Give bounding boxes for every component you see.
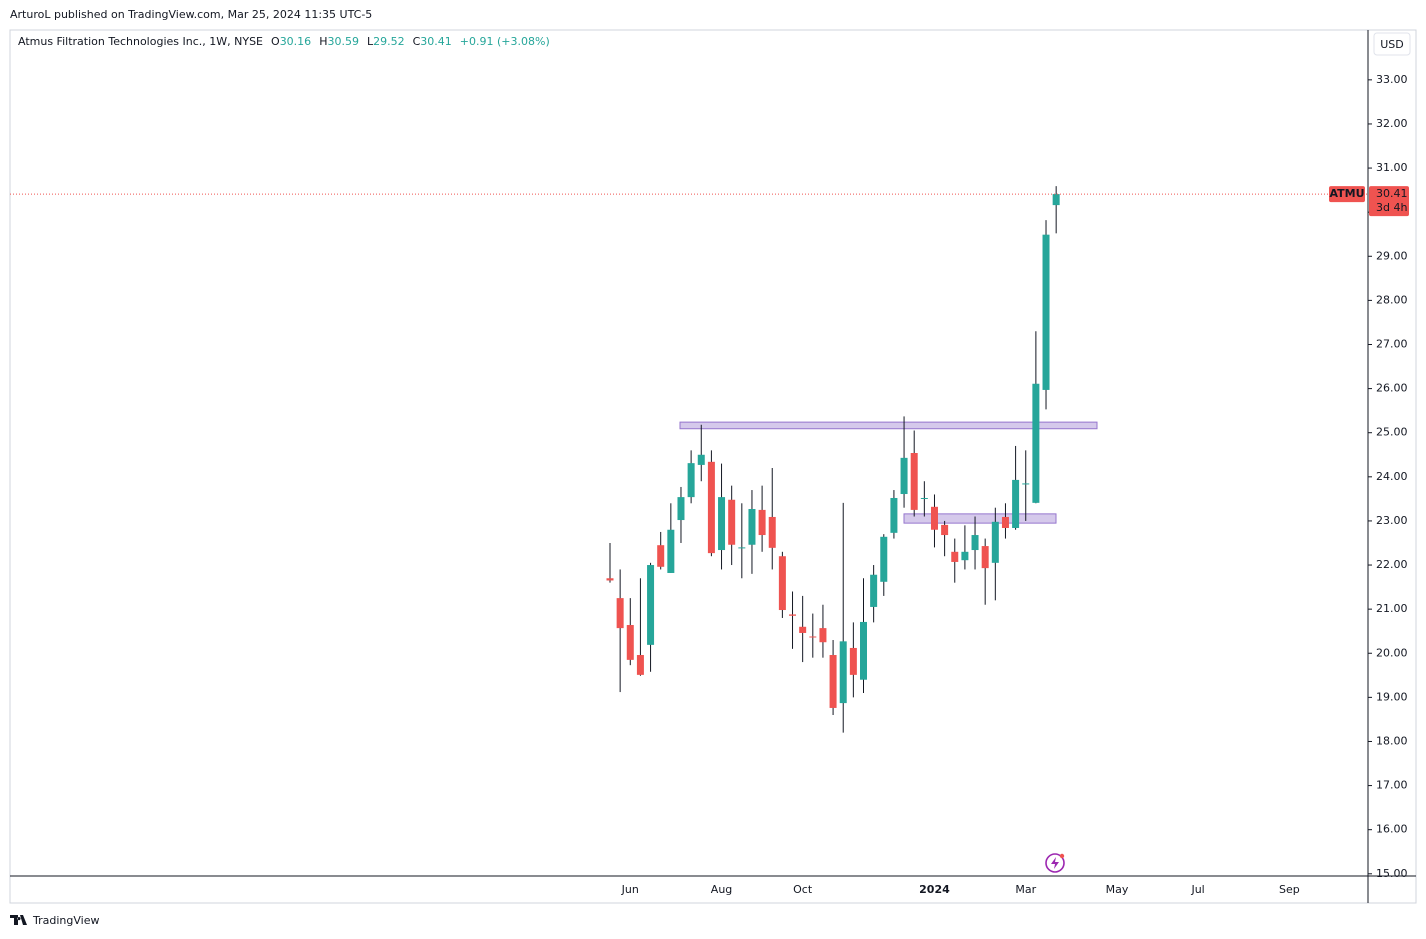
- candle-body: [768, 516, 776, 548]
- candle-body: [900, 457, 908, 495]
- candle-body: [657, 545, 665, 567]
- byline: ArturoL published on TradingView.com, Ma…: [10, 8, 372, 21]
- y-tick-label: 31.00: [1376, 161, 1408, 174]
- y-tick-label: 19.00: [1376, 690, 1408, 703]
- y-tick-label: 29.00: [1376, 249, 1408, 262]
- y-tick-label: 27.00: [1376, 337, 1408, 350]
- x-tick-label: Oct: [793, 883, 813, 896]
- candle-body: [839, 641, 847, 704]
- change: +0.91 (+3.08%): [460, 35, 550, 48]
- x-tick-label: Jun: [621, 883, 639, 896]
- candle-body: [697, 454, 705, 465]
- candle-body: [1042, 234, 1050, 390]
- price-label: 30.41: [1376, 187, 1408, 200]
- ohlc-label: O: [271, 35, 280, 48]
- ohlc-label: H: [319, 35, 327, 48]
- y-tick-label: 26.00: [1376, 382, 1408, 395]
- x-tick-label: May: [1106, 883, 1129, 896]
- y-tick-label: 17.00: [1376, 779, 1408, 792]
- y-tick-label: 25.00: [1376, 426, 1408, 439]
- countdown-label: 3d 4h: [1376, 201, 1407, 214]
- symbol: Atmus Filtration Technologies Inc., 1W, …: [18, 35, 263, 48]
- candle-body: [961, 551, 969, 561]
- candle-body: [707, 461, 715, 554]
- ohlc-value: 30.16: [280, 35, 312, 48]
- y-tick-label: 15.00: [1376, 867, 1408, 880]
- candle-body: [728, 499, 736, 545]
- candle-body: [799, 626, 807, 633]
- ohlc-value: 30.41: [420, 35, 452, 48]
- y-tick-label: 24.00: [1376, 470, 1408, 483]
- candle-body: [860, 621, 867, 680]
- x-tick-label: Sep: [1279, 883, 1300, 896]
- candle-body: [809, 636, 817, 638]
- zone: [903, 513, 1057, 524]
- legend: Atmus Filtration Technologies Inc., 1W, …: [18, 35, 550, 48]
- ticker-badge: [1329, 186, 1365, 203]
- ticker-label: ATMU: [1329, 187, 1364, 200]
- candle-body: [718, 497, 726, 551]
- x-tick-label: Jul: [1190, 883, 1204, 896]
- x-tick-label: 2024: [919, 883, 950, 896]
- price-badge: [1369, 186, 1409, 217]
- candle-body: [849, 647, 857, 675]
- ohlc-label: C: [413, 35, 421, 48]
- candle-body: [991, 521, 999, 563]
- alert-icon: [1045, 853, 1065, 873]
- candle-body: [626, 625, 634, 660]
- y-tick-label: 18.00: [1376, 734, 1408, 747]
- y-tick-label: 16.00: [1376, 823, 1408, 836]
- candle-body: [951, 551, 959, 562]
- candle-body: [758, 509, 766, 536]
- candle-body: [1012, 479, 1020, 528]
- candle-body: [941, 524, 949, 536]
- y-tick-label: 21.00: [1376, 602, 1408, 615]
- candle-body: [687, 463, 695, 498]
- candle-body: [819, 628, 827, 643]
- candle-body: [738, 547, 746, 549]
- candle-body: [606, 578, 614, 581]
- candle-body: [930, 506, 938, 530]
- currency: USD: [1380, 38, 1404, 51]
- y-tick-label: 28.00: [1376, 293, 1408, 306]
- candle-body: [748, 509, 756, 545]
- candle-body: [981, 546, 989, 569]
- candle-body: [920, 497, 928, 499]
- y-tick-label: 33.00: [1376, 73, 1408, 86]
- y-tick-label: 23.00: [1376, 514, 1408, 527]
- candle-body: [636, 655, 644, 675]
- candle-body: [778, 556, 786, 611]
- candle-body: [677, 497, 685, 521]
- candle-body: [971, 535, 979, 551]
- y-tick-label: 22.00: [1376, 558, 1408, 571]
- frame: [9, 29, 1417, 904]
- candle-body: [890, 497, 898, 533]
- y-tick-label: 32.00: [1376, 117, 1408, 130]
- candle-body: [667, 529, 675, 573]
- candle-body: [829, 655, 837, 708]
- zone: [679, 421, 1098, 430]
- candle-body: [870, 574, 878, 607]
- candle-body: [789, 614, 797, 616]
- footer-brand: TradingView: [32, 914, 99, 927]
- ohlc-value: 30.59: [327, 35, 359, 48]
- candle-body: [1001, 516, 1009, 528]
- x-tick-label: Mar: [1015, 883, 1036, 896]
- x-tick-label: Aug: [711, 883, 732, 896]
- y-tick-label: 20.00: [1376, 646, 1408, 659]
- candle-body: [1032, 383, 1040, 503]
- candle-body: [616, 598, 624, 629]
- ohlc-value: 29.52: [373, 35, 405, 48]
- footer-logo: [10, 915, 27, 925]
- candle-body: [1022, 483, 1030, 485]
- candle-body: [880, 536, 888, 582]
- currency-button[interactable]: [1373, 32, 1411, 56]
- candle-body: [910, 453, 918, 510]
- candle-body: [1052, 194, 1060, 206]
- candle-body: [647, 565, 655, 645]
- ohlc-label: L: [367, 35, 374, 48]
